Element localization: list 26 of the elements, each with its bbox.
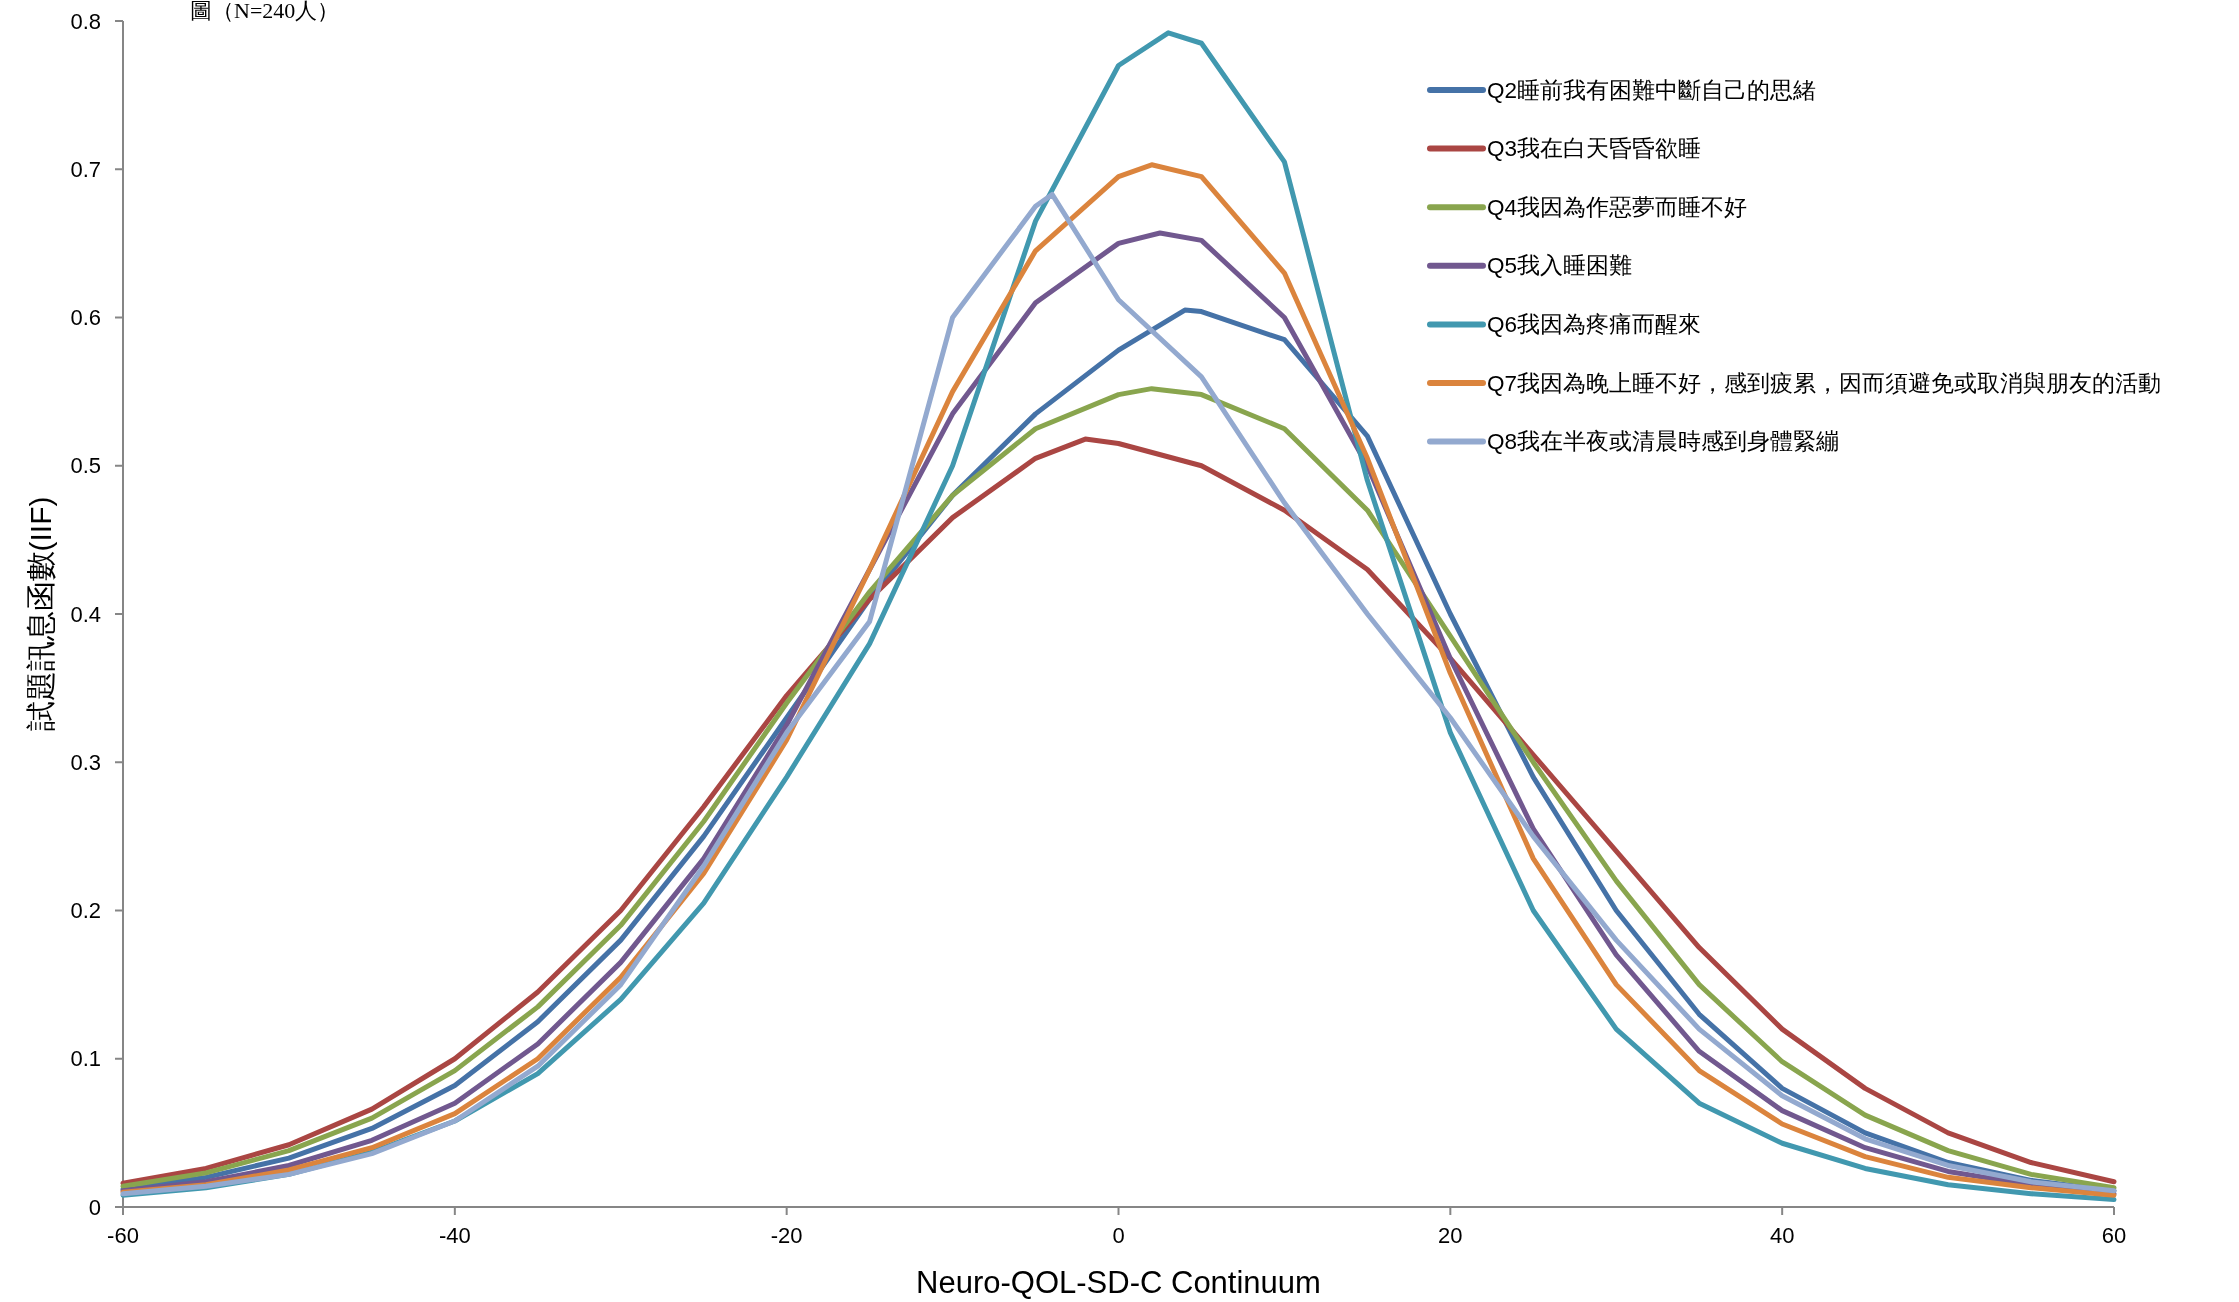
y-tick-label: 0.5 bbox=[70, 453, 101, 479]
y-tick-label: 0.1 bbox=[70, 1046, 101, 1072]
legend-label: Q6我因為疼痛而醒來 bbox=[1487, 311, 1702, 337]
y-tick-label: 0.8 bbox=[70, 8, 101, 34]
y-axis-title: 試題訊息函數(IIF) bbox=[23, 496, 57, 732]
x-tick-label: 0 bbox=[1112, 1223, 1125, 1248]
legend-label: Q7我因為晚上睡不好，感到疲累，因而須避免或取消與朋友的活動 bbox=[1487, 370, 2162, 396]
x-tick-label: -20 bbox=[770, 1223, 803, 1248]
x-tick-label: 40 bbox=[1769, 1223, 1795, 1248]
y-tick-label: 0.3 bbox=[70, 749, 101, 775]
legend-label: Q8我在半夜或清晨時感到身體緊繃 bbox=[1487, 429, 1840, 455]
annotation: 圖（N=240人） bbox=[190, 0, 340, 23]
y-tick-label: 0.7 bbox=[70, 156, 101, 182]
y-tick-label: 0.4 bbox=[70, 601, 101, 627]
y-tick-label: 0.6 bbox=[70, 305, 101, 330]
x-tick-label: -60 bbox=[107, 1223, 139, 1248]
x-tick-label: 20 bbox=[1438, 1223, 1463, 1248]
legend-label: Q3我在白天昏昏欲睡 bbox=[1487, 136, 1702, 162]
x-tick-label: -40 bbox=[438, 1223, 471, 1248]
legend-label: Q5我入睡困難 bbox=[1487, 253, 1633, 279]
x-axis-title: Neuro-QOL-SD-C Continuum bbox=[916, 1265, 1321, 1300]
x-tick-label: 60 bbox=[2101, 1223, 2127, 1248]
y-tick-label: 0 bbox=[88, 1194, 101, 1220]
legend-label: Q4我因為作惡夢而睡不好 bbox=[1487, 194, 1748, 220]
legend-label: Q2睡前我有困難中斷自己的思緒 bbox=[1487, 77, 1817, 103]
y-tick-label: 0.2 bbox=[70, 898, 101, 923]
